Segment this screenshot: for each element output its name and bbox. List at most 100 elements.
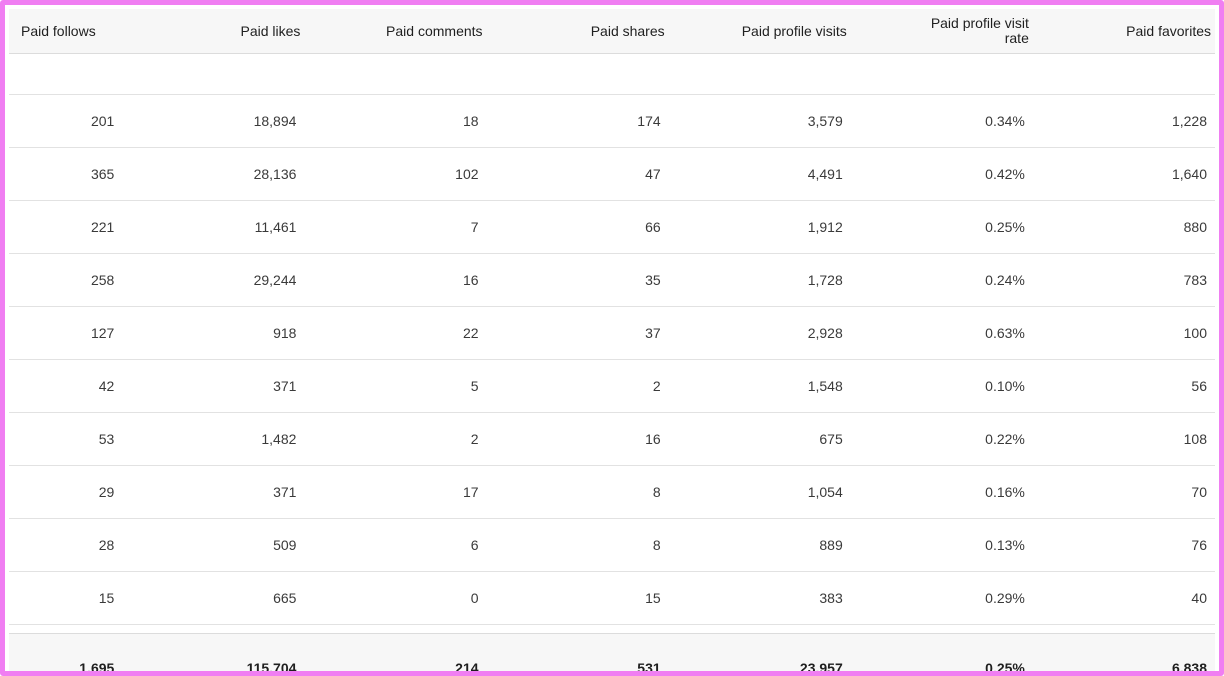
- cell-paid-follows: 15: [9, 571, 123, 625]
- total-paid-profile-visit-rate: 0.25%: [850, 633, 1033, 671]
- cell-paid-profile-visits: 2,928: [668, 306, 851, 360]
- cell-paid-likes: 18,894: [122, 94, 305, 148]
- cell-paid-profile-visit-rate: 0.29%: [850, 571, 1033, 625]
- cell-paid-likes: 371: [122, 465, 305, 519]
- cell-paid-shares: 35: [486, 253, 669, 307]
- cell-paid-favorites: 108: [1032, 412, 1215, 466]
- table-container: Paid follows Paid likes Paid comments Pa…: [9, 9, 1215, 671]
- column-header-paid-comments[interactable]: Paid comments: [304, 9, 487, 54]
- table-row[interactable]: 201 18,894 18 174 3,579 0.34% 1,228: [9, 94, 1215, 148]
- table-row[interactable]: 42 371 5 2 1,548 0.10% 56: [9, 359, 1215, 413]
- cell-paid-comments: 22: [304, 306, 487, 360]
- cell-paid-comments: 5: [304, 359, 487, 413]
- cell-paid-profile-visits: 675: [668, 412, 851, 466]
- cell-paid-follows: 201: [9, 94, 123, 148]
- cell-paid-likes: 11,461: [122, 200, 305, 254]
- total-paid-profile-visits: 23,957: [668, 633, 851, 671]
- cell-paid-favorites: 1,228: [1032, 94, 1215, 148]
- cell-paid-shares: 47: [486, 147, 669, 201]
- cell-paid-profile-visit-rate: 0.24%: [850, 253, 1033, 307]
- total-paid-favorites: 6,838: [1032, 633, 1215, 671]
- cell-paid-shares: 2: [486, 359, 669, 413]
- cell-paid-shares: 66: [486, 200, 669, 254]
- total-paid-likes: 115,704: [122, 633, 305, 671]
- cell-paid-profile-visits: 889: [668, 518, 851, 572]
- cell-paid-favorites: 56: [1032, 359, 1215, 413]
- table-row[interactable]: 127 918 22 37 2,928 0.63% 100: [9, 306, 1215, 360]
- cell-paid-profile-visits: 3,579: [668, 94, 851, 148]
- table-footer: 1,695 115,704 214 531 23,957 0.25% 6,838: [9, 633, 1215, 671]
- cell-paid-follows: 28: [9, 518, 123, 572]
- blank-cell: [9, 53, 1215, 95]
- cell-paid-profile-visit-rate: 0.13%: [850, 518, 1033, 572]
- cell-paid-favorites: 70: [1032, 465, 1215, 519]
- cell-paid-comments: 0: [304, 571, 487, 625]
- cell-paid-likes: 29,244: [122, 253, 305, 307]
- header-row: Paid follows Paid likes Paid comments Pa…: [9, 9, 1215, 54]
- cell-paid-comments: 17: [304, 465, 487, 519]
- table-row[interactable]: 28 509 6 8 889 0.13% 76: [9, 518, 1215, 572]
- cell-paid-favorites: 880: [1032, 200, 1215, 254]
- table-row[interactable]: 258 29,244 16 35 1,728 0.24% 783: [9, 253, 1215, 307]
- cell-paid-follows: 42: [9, 359, 123, 413]
- cell-paid-follows: 365: [9, 147, 123, 201]
- cell-paid-profile-visits: 4,491: [668, 147, 851, 201]
- cell-paid-profile-visits: 1,728: [668, 253, 851, 307]
- column-header-paid-follows[interactable]: Paid follows: [9, 9, 123, 54]
- cell-paid-shares: 15: [486, 571, 669, 625]
- table-end-cell: [9, 624, 1215, 634]
- table-row[interactable]: 221 11,461 7 66 1,912 0.25% 880: [9, 200, 1215, 254]
- blank-row: [9, 53, 1215, 95]
- cell-paid-likes: 1,482: [122, 412, 305, 466]
- cell-paid-profile-visits: 1,054: [668, 465, 851, 519]
- cell-paid-profile-visits: 1,912: [668, 200, 851, 254]
- totals-row: 1,695 115,704 214 531 23,957 0.25% 6,838: [9, 633, 1215, 671]
- column-header-paid-profile-visit-rate[interactable]: Paid profile visit rate: [850, 9, 1033, 54]
- cell-paid-comments: 7: [304, 200, 487, 254]
- paid-metrics-table: Paid follows Paid likes Paid comments Pa…: [9, 9, 1215, 671]
- column-header-paid-likes[interactable]: Paid likes: [122, 9, 305, 54]
- table-row[interactable]: 15 665 0 15 383 0.29% 40: [9, 571, 1215, 625]
- cell-paid-favorites: 1,640: [1032, 147, 1215, 201]
- total-paid-shares: 531: [486, 633, 669, 671]
- cell-paid-likes: 665: [122, 571, 305, 625]
- cell-paid-shares: 8: [486, 465, 669, 519]
- cell-paid-profile-visit-rate: 0.25%: [850, 200, 1033, 254]
- cell-paid-profile-visit-rate: 0.16%: [850, 465, 1033, 519]
- column-header-paid-favorites[interactable]: Paid favorites: [1032, 9, 1215, 54]
- cell-paid-favorites: 783: [1032, 253, 1215, 307]
- cell-paid-follows: 29: [9, 465, 123, 519]
- cell-paid-favorites: 100: [1032, 306, 1215, 360]
- table-row[interactable]: 29 371 17 8 1,054 0.16% 70: [9, 465, 1215, 519]
- cell-paid-likes: 371: [122, 359, 305, 413]
- cell-paid-follows: 258: [9, 253, 123, 307]
- total-paid-comments: 214: [304, 633, 487, 671]
- cell-paid-profile-visit-rate: 0.63%: [850, 306, 1033, 360]
- cell-paid-favorites: 40: [1032, 571, 1215, 625]
- table-header: Paid follows Paid likes Paid comments Pa…: [9, 9, 1215, 54]
- cell-paid-profile-visits: 1,548: [668, 359, 851, 413]
- table-row[interactable]: 365 28,136 102 47 4,491 0.42% 1,640: [9, 147, 1215, 201]
- cell-paid-profile-visit-rate: 0.42%: [850, 147, 1033, 201]
- cell-paid-comments: 6: [304, 518, 487, 572]
- column-header-paid-shares[interactable]: Paid shares: [486, 9, 669, 54]
- cell-paid-comments: 2: [304, 412, 487, 466]
- cell-paid-likes: 28,136: [122, 147, 305, 201]
- cell-paid-likes: 918: [122, 306, 305, 360]
- cell-paid-follows: 221: [9, 200, 123, 254]
- cell-paid-follows: 127: [9, 306, 123, 360]
- cell-paid-shares: 16: [486, 412, 669, 466]
- cell-paid-favorites: 76: [1032, 518, 1215, 572]
- cell-paid-profile-visit-rate: 0.10%: [850, 359, 1033, 413]
- cell-paid-profile-visit-rate: 0.22%: [850, 412, 1033, 466]
- cell-paid-profile-visit-rate: 0.34%: [850, 94, 1033, 148]
- cell-paid-likes: 509: [122, 518, 305, 572]
- table-row[interactable]: 53 1,482 2 16 675 0.22% 108: [9, 412, 1215, 466]
- table-body: 201 18,894 18 174 3,579 0.34% 1,228 365 28,136 10…: [9, 53, 1215, 634]
- cell-paid-profile-visits: 383: [668, 571, 851, 625]
- cell-paid-comments: 102: [304, 147, 487, 201]
- cell-paid-follows: 53: [9, 412, 123, 466]
- column-header-paid-profile-visits[interactable]: Paid profile visits: [668, 9, 851, 54]
- cell-paid-shares: 37: [486, 306, 669, 360]
